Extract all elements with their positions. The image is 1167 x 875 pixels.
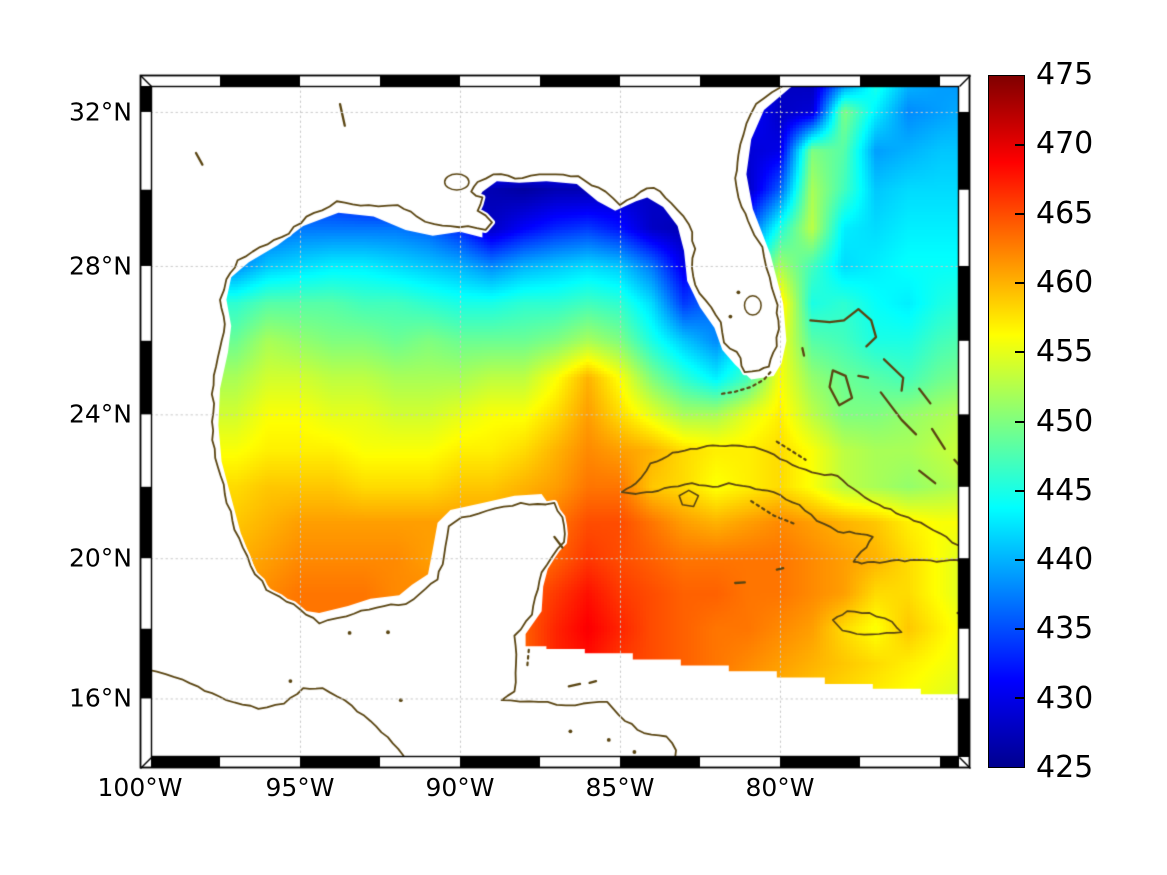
- colorbar-tick-mark: [1015, 144, 1024, 147]
- x-tick-label: 80°W: [745, 773, 815, 802]
- colorbar-tick-label: 445: [1036, 472, 1094, 508]
- colorbar-tick-label: 455: [1036, 334, 1094, 370]
- x-tick-label: 100°W: [97, 773, 183, 802]
- colorbar-tick-label: 450: [1036, 403, 1094, 439]
- colorbar-tick-mark: [1015, 627, 1024, 630]
- colorbar-tick-mark: [1015, 420, 1024, 423]
- colorbar-tick-mark: [1015, 558, 1024, 561]
- colorbar-tick-label: 435: [1036, 611, 1094, 647]
- y-tick-label: 28°N: [68, 251, 132, 281]
- y-tick-label: 24°N: [68, 399, 132, 429]
- colorbar-tick-mark: [1015, 213, 1024, 216]
- colorbar-tick-label: 430: [1036, 680, 1094, 716]
- colorbar-tick-label: 470: [1036, 126, 1094, 162]
- y-tick-label: 32°N: [68, 97, 132, 127]
- colorbar-tick-label: 475: [1036, 57, 1094, 92]
- colorbar-tick-mark: [1015, 696, 1024, 699]
- colorbar-tick-label: 465: [1036, 195, 1094, 231]
- colorbar-tick-mark: [1015, 351, 1024, 354]
- colorbar-tick-mark: [1015, 489, 1024, 492]
- colorbar-tick-label: 440: [1036, 542, 1094, 578]
- y-tick-label: 20°N: [68, 543, 132, 573]
- x-tick-label: 90°W: [425, 773, 495, 802]
- x-tick-label: 95°W: [265, 773, 335, 802]
- colorbar-tick-label: 460: [1036, 264, 1094, 300]
- colorbar-tick-label: 425: [1036, 750, 1094, 785]
- y-tick-label: 16°N: [68, 683, 132, 713]
- colorbar-tick-mark: [1015, 282, 1024, 285]
- x-tick-label: 85°W: [585, 773, 655, 802]
- colorbar: [988, 75, 1025, 768]
